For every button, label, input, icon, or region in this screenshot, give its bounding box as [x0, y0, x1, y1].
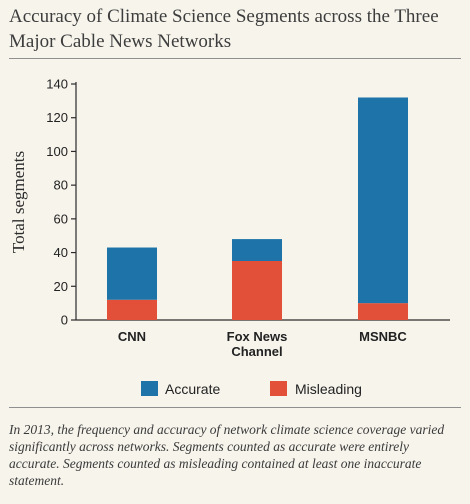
chart-title: Accuracy of Climate Science Segments acr…: [9, 6, 439, 52]
y-tick-label: 0: [61, 313, 68, 328]
bar-misleading: [358, 303, 408, 320]
stacked-bar-chart: 0 20 40 60 80 100 120 140 Total segments CNN Fox N…: [9, 77, 450, 397]
y-tick-label: 80: [54, 178, 68, 193]
y-tick-label: 40: [54, 245, 68, 260]
x-tick-label: CNN: [118, 329, 146, 344]
legend-swatch-misleading: [270, 381, 287, 396]
y-tick-label: 20: [54, 279, 68, 294]
legend-swatch-accurate: [141, 381, 158, 396]
bar-misleading: [232, 261, 282, 320]
y-tick-label: 60: [54, 211, 68, 226]
bar-accurate: [358, 97, 408, 304]
x-tick-label: Fox News Channel: [227, 329, 288, 359]
top-divider: [9, 58, 461, 59]
legend-label-accurate: Accurate: [165, 381, 220, 397]
chart-caption: In 2013, the frequency and accuracy of n…: [9, 422, 445, 488]
legend-label-misleading: Misleading: [295, 381, 362, 397]
bar-misleading: [107, 299, 157, 320]
y-axis-label: Total segments: [9, 151, 28, 253]
x-tick-label: MSNBC: [359, 329, 407, 344]
y-tick-label: 140: [46, 77, 68, 92]
bottom-divider: [9, 407, 461, 408]
y-tick-label: 100: [46, 144, 68, 159]
bar-accurate: [107, 247, 157, 300]
bar-accurate: [232, 239, 282, 261]
y-tick-label: 120: [46, 110, 68, 125]
